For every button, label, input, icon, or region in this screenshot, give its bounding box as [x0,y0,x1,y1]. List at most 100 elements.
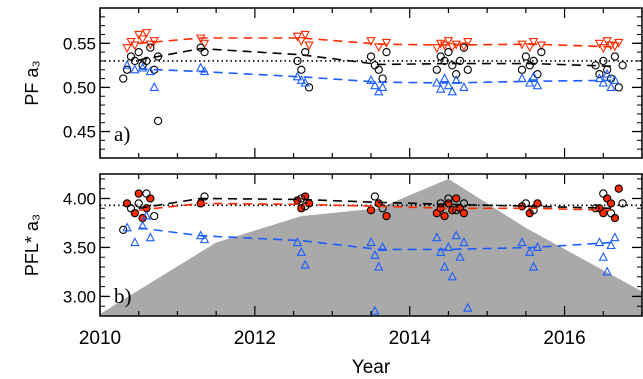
black-circle-point [366,52,376,61]
black-circle-point [297,194,306,203]
x-tick-label: 2012 [234,328,276,349]
black-circle-point [297,65,306,74]
red-triangle-down-point [594,39,605,49]
red-triangle-down-point [130,41,140,51]
blue-triangle-up-point [447,271,458,281]
panel-a-plot-area [100,29,642,126]
black-circle-point [142,56,151,66]
black-circle-point [146,43,155,52]
red-circle-filled-point [606,199,616,208]
red-dashed-trend-line [138,202,612,212]
x-tick-label: 2016 [543,328,585,349]
red-triangle-down-point [122,44,132,54]
black-circle-point [301,202,310,211]
black-circle-point [618,61,627,70]
blue-triangle-up-point [455,251,465,261]
red-triangle-down-point [381,38,392,48]
blue-triangle-up-point [606,82,616,91]
x-axis-label: Year [352,357,391,378]
blue-triangle-up-point [459,82,469,91]
red-dashed-trend-line [138,37,612,48]
red-triangle-down-point [300,30,310,40]
red-circle-filled-point [146,194,155,203]
black-circle-point [142,189,151,198]
black-circle-point [293,56,302,66]
red-triangle-down-point [614,38,624,48]
black-circle-point [440,56,449,66]
black-circle-point [444,194,453,203]
black-dashed-trend-line [138,47,612,68]
panel-b: 3.00 3.50 4.00 2010 2012 2014 2016 b) PFL* a₃ [22,173,643,349]
blue-triangle-up-point [435,246,446,256]
black-circle-point [521,199,531,208]
red-triangle-down-point [435,39,446,49]
blue-triangle-up-point [463,302,473,312]
black-circle-point [537,47,546,57]
black-circle-point [200,192,209,201]
red-circle-filled-point [382,211,391,221]
black-circle-point [432,65,441,74]
black-circle-point [382,47,391,57]
blue-triangle-up-point [149,82,159,91]
red-circle-filled-point [134,189,143,198]
black-circle-point [378,74,387,83]
red-circle-filled-point [130,209,139,218]
blue-triangle-up-point [137,62,148,72]
black-circle-point [595,70,604,79]
black-circle-point [521,52,531,61]
blue-dashed-trend-line [138,227,612,251]
panel-a-label: a) [114,122,130,146]
blue-triangle-up-point [130,237,140,247]
black-circle-point [436,199,445,208]
red-triangle-down-point [304,41,314,51]
blue-triangle-up-point [377,242,388,251]
panel-b-ylabel: PFL* a₃ [22,214,42,276]
blue-triangle-up-point [296,246,307,256]
black-circle-point [150,211,159,221]
red-triangle-down-point [134,30,144,40]
y-tick-label: 4.00 [63,189,96,208]
red-triangle-down-point [536,41,547,51]
blue-triangle-up-point [447,86,458,96]
panel-a-ticks: 0.45 0.50 0.55 [63,8,643,159]
red-triangle-down-point [602,37,612,47]
blue-triangle-up-point [598,251,608,261]
blue-triangle-up-point [374,86,384,96]
blue-triangle-up-point [439,73,450,83]
blue-dashed-trend-line [138,68,612,84]
y-tick-label: 0.45 [63,123,96,142]
black-circle-point [370,192,380,201]
black-circle-point [610,52,620,61]
blue-triangle-up-point [528,261,539,271]
red-triangle-down-point [528,37,539,47]
panel-a-ylabel: PF a₃ [22,60,42,105]
y-tick-label: 0.55 [63,34,96,53]
black-circle-point [196,43,205,52]
red-triangle-down-point [443,37,454,47]
blue-triangle-up-point [370,80,380,90]
red-circle-filled-point [440,211,449,221]
blue-triangle-up-point [292,237,303,247]
black-circle-point [370,61,380,70]
blue-triangle-up-point [435,83,446,93]
red-circle-filled-point [366,206,376,215]
blue-triangle-up-point [525,246,535,256]
black-circle-point [517,65,527,74]
blue-triangle-up-point [300,259,310,269]
black-circle-point [153,116,163,126]
red-triangle-down-point [292,32,303,42]
blue-triangle-up-point [199,234,210,244]
blue-triangle-up-point [377,82,388,91]
black-circle-point [126,52,136,61]
black-circle-point [614,83,623,92]
black-circle-point [452,206,461,215]
red-circle-filled-point [614,184,623,193]
black-circle-point [448,61,457,70]
blue-triangle-up-point [598,77,608,87]
red-triangle-down-point [432,44,442,54]
blue-triangle-up-point [610,74,620,84]
red-triangle-down-point [610,42,620,52]
blue-triangle-up-point [432,232,442,242]
blue-triangle-up-point [459,237,469,247]
red-circle-filled-point [122,199,132,208]
